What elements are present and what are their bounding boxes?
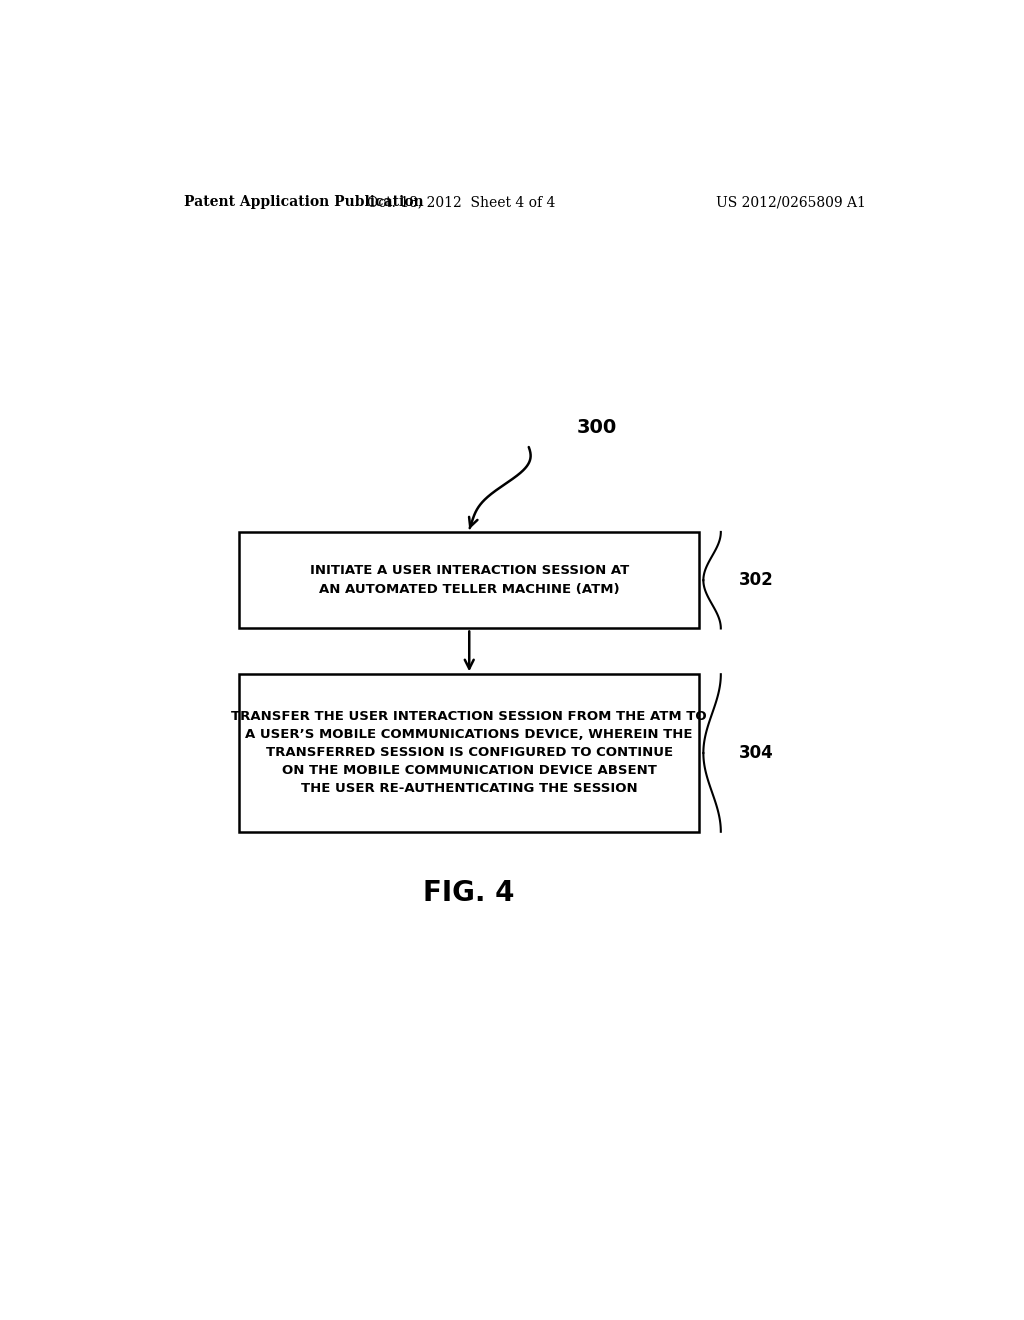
Bar [240,675,699,832]
Text: Oct. 18, 2012  Sheet 4 of 4: Oct. 18, 2012 Sheet 4 of 4 [368,195,555,209]
Text: 302: 302 [739,572,774,589]
Text: INITIATE A USER INTERACTION SESSION AT
AN AUTOMATED TELLER MACHINE (ATM): INITIATE A USER INTERACTION SESSION AT A… [309,564,629,597]
Text: FIG. 4: FIG. 4 [424,879,515,907]
Text: US 2012/0265809 A1: US 2012/0265809 A1 [716,195,866,209]
Text: TRANSFER THE USER INTERACTION SESSION FROM THE ATM TO
A USER’S MOBILE COMMUNICAT: TRANSFER THE USER INTERACTION SESSION FR… [231,710,707,796]
Text: 300: 300 [577,418,616,437]
Text: 304: 304 [739,744,774,762]
Bar [240,532,699,628]
Text: Patent Application Publication: Patent Application Publication [183,195,423,209]
